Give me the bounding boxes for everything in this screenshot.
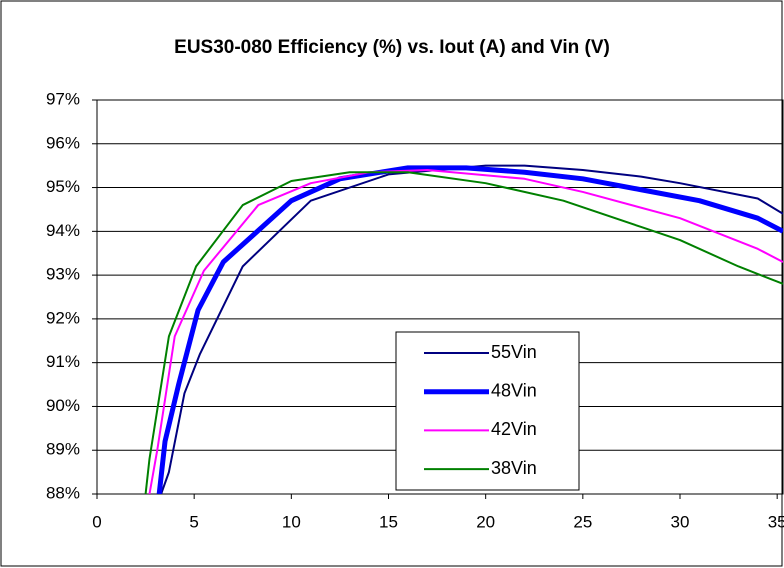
- legend-box: [395, 331, 580, 491]
- x-tick-label: 20: [476, 512, 495, 531]
- y-tick-label: 95%: [46, 177, 80, 196]
- x-tick-label: 10: [282, 512, 301, 531]
- series-line: [156, 165, 783, 494]
- y-tick-label: 94%: [46, 221, 80, 240]
- legend-label: 55Vin: [491, 342, 537, 362]
- y-tick-label: 92%: [46, 308, 80, 327]
- chart-title: EUS30-080 Efficiency (%) vs. Iout (A) an…: [174, 37, 610, 58]
- y-tick-label: 97%: [46, 89, 80, 108]
- y-tick-label: 90%: [46, 396, 80, 415]
- y-tick-label: 88%: [46, 483, 80, 502]
- y-tick-label: 89%: [46, 440, 80, 459]
- x-tick-label: 30: [671, 512, 690, 531]
- x-tick-label: 15: [379, 512, 398, 531]
- legend-label: 48Vin: [491, 380, 537, 400]
- plot-area: [96, 99, 784, 495]
- x-tick-label: 35: [768, 512, 784, 531]
- x-tick-label: 25: [573, 512, 592, 531]
- y-tick-label: 93%: [46, 265, 80, 284]
- legend-label: 42Vin: [491, 419, 537, 439]
- y-tick-label: 96%: [46, 133, 80, 152]
- series-line: [144, 171, 783, 494]
- x-tick-label: 0: [92, 512, 101, 531]
- x-tick-label: 5: [189, 512, 198, 531]
- legend-label: 38Vin: [491, 458, 537, 478]
- y-tick-label: 91%: [46, 352, 80, 371]
